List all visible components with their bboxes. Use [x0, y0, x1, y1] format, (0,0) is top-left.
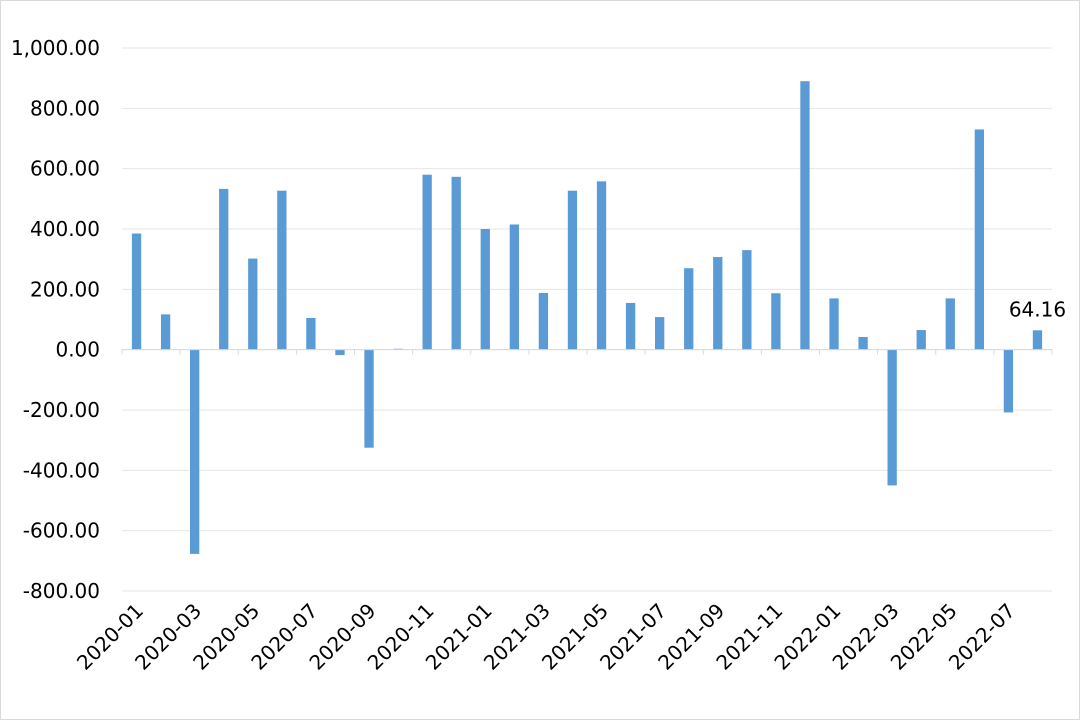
bar: [655, 317, 665, 350]
y-tick-label: -600.00: [23, 519, 100, 543]
bar: [335, 349, 345, 356]
bar: [829, 298, 839, 350]
bar: [160, 314, 171, 350]
bar: [974, 129, 984, 350]
bar: [306, 317, 316, 350]
bar: [538, 292, 549, 350]
bar: [190, 349, 200, 554]
x-axis: [121, 349, 1053, 355]
y-tick-label: 200.00: [30, 277, 100, 301]
bar: [248, 258, 258, 350]
bar: [567, 190, 578, 350]
bar: [219, 188, 229, 350]
bar: [1003, 349, 1014, 413]
bar: [451, 176, 461, 350]
y-tick-label: 400.00: [30, 217, 100, 241]
gridlines: [122, 47, 1052, 592]
bar: [945, 298, 955, 350]
bar: [1032, 330, 1043, 350]
y-tick-label: 800.00: [30, 96, 100, 120]
bars: [131, 81, 1043, 554]
bar: [887, 349, 897, 486]
bar: [509, 224, 519, 350]
y-tick-label: 0.00: [55, 338, 100, 362]
y-tick-label: 1,000.00: [11, 36, 100, 60]
bar: [131, 233, 142, 350]
bar: [858, 336, 868, 350]
bar: [916, 330, 926, 350]
bar: [625, 302, 636, 350]
y-tick-label: -400.00: [23, 458, 100, 482]
bar: [713, 257, 723, 350]
x-axis-ticks: 2020-012020-032020-052020-072020-092020-…: [72, 599, 1020, 675]
data-label: 64.16: [1009, 297, 1066, 321]
bar: [742, 250, 752, 350]
y-tick-label: -200.00: [23, 398, 100, 422]
bar: [771, 293, 781, 350]
y-axis-ticks: 1,000.00 800.00 600.00 400.00 200.00 0.00 -200…: [11, 36, 100, 603]
bar: [800, 81, 810, 350]
bar: [422, 174, 432, 350]
y-tick-label: -800.00: [23, 579, 100, 603]
y-tick-label: 600.00: [30, 157, 100, 181]
bar: [364, 349, 374, 448]
data-labels: 64.16: [1009, 297, 1066, 321]
bar: [480, 229, 490, 350]
bar: [596, 181, 607, 350]
bar: [684, 268, 694, 350]
bar: [277, 190, 287, 350]
